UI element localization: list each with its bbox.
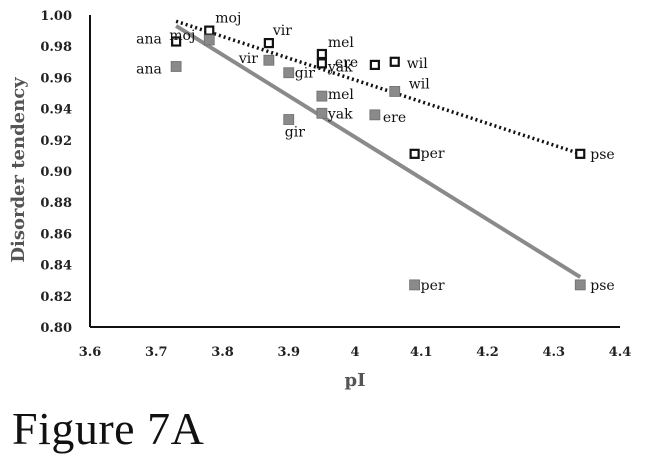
- x-tick-label: 3.7: [145, 345, 168, 360]
- point-marker-open: [316, 48, 327, 60]
- point-label: gir: [285, 125, 305, 141]
- point-marker-filled: [574, 279, 586, 291]
- y-tick-label: 0.94: [40, 103, 72, 118]
- point-label: yak: [327, 59, 353, 75]
- point-label: ere: [335, 55, 358, 71]
- x-tick-label: 4.4: [609, 345, 632, 360]
- y-axis-title: Disorder tendency: [8, 77, 29, 263]
- point-label: mel: [328, 87, 355, 103]
- point-marker-filled: [316, 107, 328, 119]
- point-marker-filled: [369, 109, 381, 121]
- point-marker-filled: [203, 34, 215, 46]
- y-tick-label: 0.80: [40, 321, 72, 336]
- trendline-filled-series: [175, 24, 582, 279]
- point-marker-filled: [263, 54, 275, 66]
- y-tick-label: 0.92: [40, 134, 72, 149]
- point-marker-filled: [389, 86, 401, 97]
- x-axis-title: pI: [344, 370, 365, 391]
- point-marker-filled: [316, 90, 328, 102]
- point-marker-open: [171, 36, 182, 47]
- figure-caption: Figure 7A: [12, 403, 205, 454]
- y-tick-label: 0.90: [40, 165, 72, 180]
- point-label: yak: [327, 106, 353, 122]
- point-marker-open: [204, 25, 215, 36]
- y-tick-label: 0.86: [40, 227, 72, 242]
- x-tick-label: 4.2: [476, 345, 499, 360]
- chart-axes: [89, 15, 620, 328]
- point-marker-open: [316, 58, 327, 69]
- point-label: gir: [295, 66, 315, 82]
- trendline-open-series: [175, 19, 581, 156]
- point-label: moj: [169, 28, 195, 44]
- point-marker-filled: [283, 67, 295, 79]
- y-tick-label: 1.00: [40, 9, 72, 24]
- y-tick-label: 0.84: [40, 259, 72, 274]
- point-label: mel: [328, 35, 355, 51]
- point-label: ere: [383, 110, 406, 126]
- x-tick-labels: 3.6 3.7 3.8 3.9 4 4.1 4.2 4.3 4.4: [79, 345, 632, 360]
- x-tick-label: 3.6: [79, 345, 102, 360]
- point-marker-filled: [170, 61, 182, 72]
- point-label: vir: [272, 23, 292, 39]
- data-points: [170, 25, 586, 291]
- point-label: pse: [590, 278, 614, 294]
- y-tick-labels: 0.80 0.82 0.84 0.86 0.88 0.90 0.92 0.94 0.96 0.98…: [40, 9, 72, 336]
- y-tick-label: 0.98: [40, 40, 72, 55]
- point-label: per: [421, 278, 445, 294]
- point-label: ana: [136, 32, 162, 48]
- point-marker-open: [389, 56, 400, 67]
- trendlines: [175, 19, 582, 279]
- point-marker-open: [409, 148, 420, 159]
- point-label: ana: [136, 61, 162, 77]
- point-label: pse: [590, 147, 614, 163]
- point-marker-filled: [283, 114, 295, 125]
- x-tick-label: 3.8: [211, 345, 234, 360]
- point-marker-filled: [409, 279, 421, 291]
- point-marker-open: [575, 148, 586, 159]
- x-tick-label: 4: [350, 345, 359, 360]
- point-label: wil: [409, 76, 430, 92]
- point-marker-open: [263, 37, 274, 49]
- point-label: moj: [215, 11, 241, 27]
- x-tick-label: 4.3: [542, 345, 565, 360]
- point-marker-open: [369, 59, 380, 71]
- x-tick-label: 4.1: [410, 345, 433, 360]
- y-tick-label: 0.88: [40, 196, 72, 211]
- y-tick-label: 0.96: [40, 71, 72, 86]
- point-label: per: [421, 146, 445, 162]
- x-tick-label: 3.9: [277, 345, 300, 360]
- point-label: wil: [407, 56, 428, 72]
- point-label: vir: [238, 51, 258, 67]
- y-tick-label: 0.82: [40, 290, 72, 305]
